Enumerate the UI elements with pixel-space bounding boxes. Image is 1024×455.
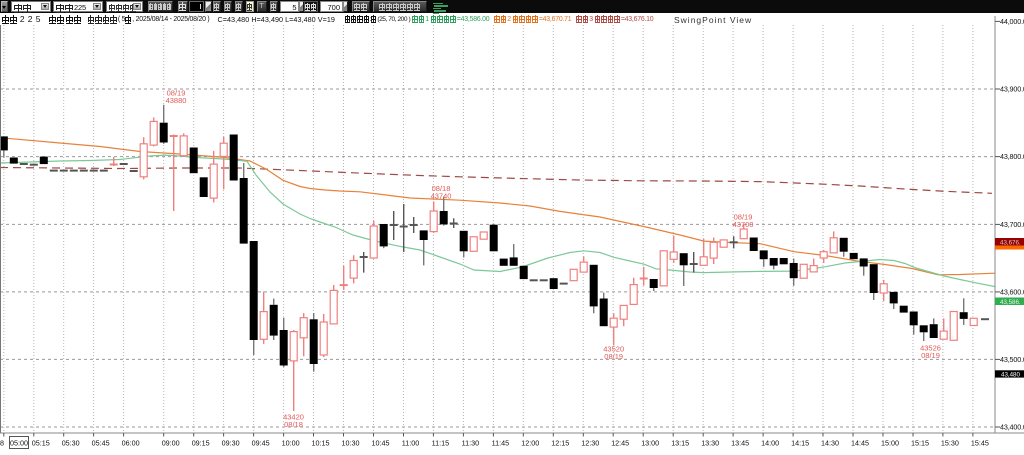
- svg-text:08/19: 08/19: [921, 351, 940, 360]
- svg-text:08/18: 08/18: [432, 184, 451, 193]
- svg-text:43,480: 43,480: [1001, 371, 1020, 378]
- svg-text:43,500.0: 43,500.0: [1000, 355, 1024, 364]
- svg-text:11:00: 11:00: [402, 439, 419, 448]
- svg-text:09:15: 09:15: [192, 439, 210, 448]
- svg-text:14:15: 14:15: [791, 439, 809, 448]
- svg-text:10:45: 10:45: [372, 439, 390, 448]
- svg-text:43526: 43526: [920, 344, 941, 353]
- svg-text:18: 18: [0, 439, 4, 448]
- svg-text:43880: 43880: [166, 96, 187, 105]
- svg-text:13:00: 13:00: [641, 439, 659, 448]
- svg-text:10:00: 10:00: [282, 439, 300, 448]
- svg-text:10:15: 10:15: [312, 439, 330, 448]
- svg-text:43,800.0: 43,800.0: [1000, 152, 1024, 161]
- svg-text:14:45: 14:45: [851, 439, 869, 448]
- svg-text:12:30: 12:30: [581, 439, 599, 448]
- svg-text:15:30: 15:30: [941, 439, 959, 448]
- svg-text:08/19: 08/19: [167, 89, 186, 98]
- svg-text:15:15: 15:15: [911, 439, 929, 448]
- svg-text:43,900.0: 43,900.0: [1000, 85, 1024, 94]
- svg-text:13:30: 13:30: [701, 439, 719, 448]
- svg-text:43,586.: 43,586.: [1000, 299, 1021, 306]
- svg-text:43,676.: 43,676.: [1000, 239, 1021, 246]
- svg-text:05:45: 05:45: [92, 439, 110, 448]
- svg-text:12:00: 12:00: [521, 439, 539, 448]
- svg-text:43740: 43740: [431, 192, 452, 201]
- svg-text:44,000.0: 44,000.0: [1000, 17, 1024, 26]
- svg-text:09:00: 09:00: [162, 439, 180, 448]
- svg-text:14:00: 14:00: [761, 439, 779, 448]
- svg-text:11:15: 11:15: [432, 439, 449, 448]
- svg-text:43,600.0: 43,600.0: [1000, 288, 1024, 297]
- svg-text:08/18: 08/18: [284, 420, 303, 429]
- svg-text:11:30: 11:30: [462, 439, 479, 448]
- svg-text:12:15: 12:15: [551, 439, 569, 448]
- svg-text:11:45: 11:45: [492, 439, 509, 448]
- svg-text:09:30: 09:30: [222, 439, 240, 448]
- svg-text:05:00: 05:00: [10, 439, 28, 448]
- svg-text:43,400.0: 43,400.0: [1000, 423, 1024, 432]
- svg-text:15:45: 15:45: [971, 439, 989, 448]
- svg-text:09:45: 09:45: [252, 439, 270, 448]
- svg-text:43,700.0: 43,700.0: [1000, 220, 1024, 229]
- svg-text:12:45: 12:45: [611, 439, 629, 448]
- svg-text:08/19: 08/19: [604, 352, 623, 361]
- svg-text:05:15: 05:15: [32, 439, 50, 448]
- svg-text:13:45: 13:45: [731, 439, 749, 448]
- svg-text:43420: 43420: [283, 413, 304, 422]
- svg-text:10:30: 10:30: [342, 439, 360, 448]
- svg-text:43520: 43520: [603, 345, 624, 354]
- svg-text:13:15: 13:15: [671, 439, 689, 448]
- svg-text:08/19: 08/19: [734, 213, 753, 222]
- svg-text:43700: 43700: [733, 220, 754, 229]
- svg-text:05:30: 05:30: [62, 439, 80, 448]
- svg-text:15:00: 15:00: [881, 439, 899, 448]
- svg-text:06:00: 06:00: [122, 439, 140, 448]
- svg-text:14:30: 14:30: [821, 439, 839, 448]
